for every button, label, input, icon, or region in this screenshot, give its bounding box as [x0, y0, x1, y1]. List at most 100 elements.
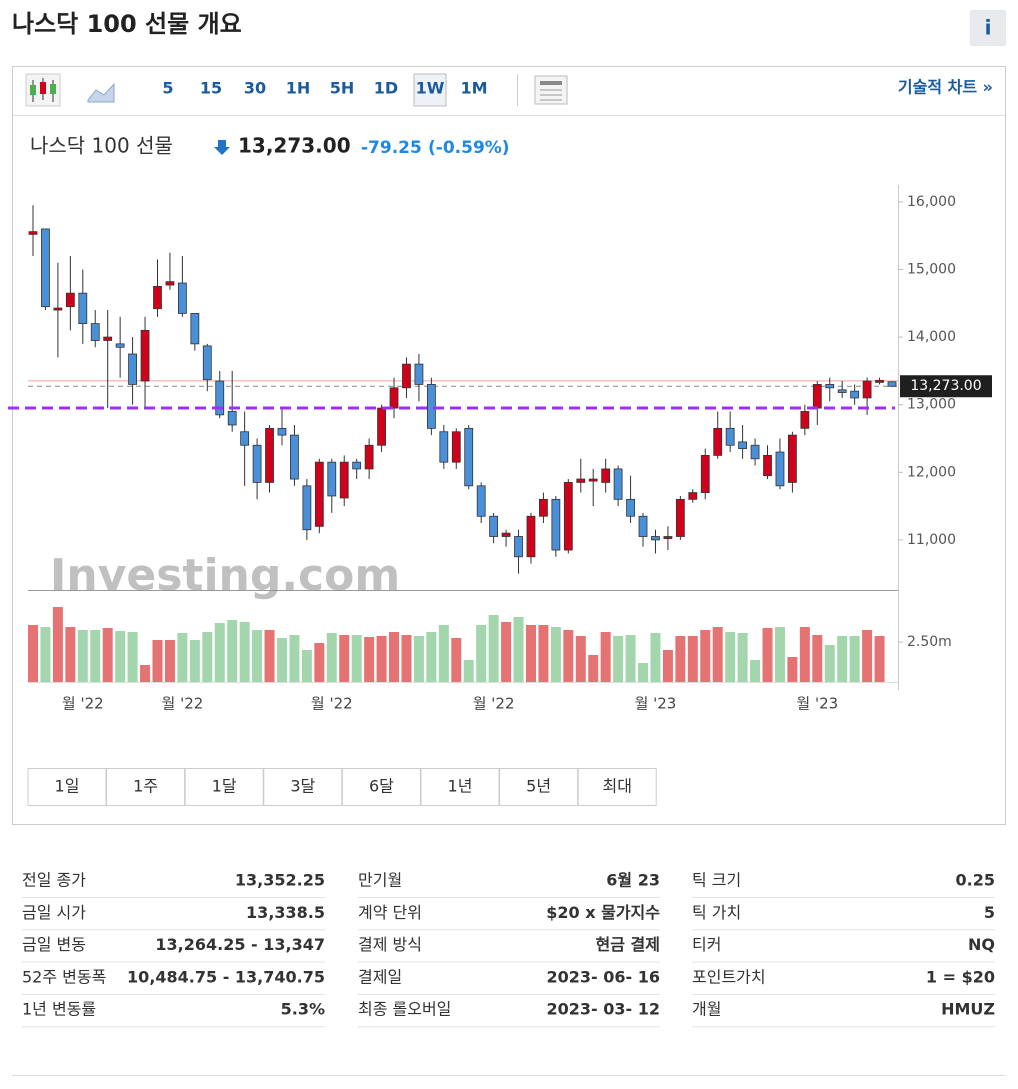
candle-body [389, 387, 399, 409]
volume-bar [588, 655, 599, 682]
volume-bar [314, 643, 325, 682]
range-label[interactable]: 1달 [212, 777, 237, 796]
plot-area: 11,000 12,000 13,000 14,000 15,000 16,000 2.50… [28, 194, 992, 713]
range-button[interactable] [577, 768, 657, 806]
candle-body [489, 515, 499, 537]
candle-body [613, 468, 623, 500]
y-tick-label: 15,000 [907, 262, 956, 278]
candle-body [53, 307, 63, 311]
interval-button[interactable]: 30 [244, 79, 266, 98]
candle-body [713, 427, 723, 456]
range-button[interactable] [499, 768, 579, 806]
volume-bar [750, 660, 761, 682]
range-label[interactable]: 3달 [290, 777, 315, 796]
candle-body [775, 451, 785, 487]
candle-body [514, 536, 523, 558]
candle-body [862, 380, 872, 399]
instrument-name: 나스닥 100 선물 [30, 134, 173, 158]
area-icon[interactable] [87, 82, 115, 103]
volume-bar [40, 627, 51, 682]
candle-body [177, 282, 187, 314]
field-label: 결제 방식 [358, 935, 422, 954]
x-tick-label: 월 '22 [162, 695, 204, 713]
candle-body [663, 536, 673, 539]
last-price: 13,273.00 [238, 134, 351, 158]
volume-bar [550, 627, 561, 682]
volume-bar [513, 617, 524, 682]
volume-bar [115, 631, 126, 682]
volume-bar [662, 650, 673, 682]
candle-body [352, 461, 362, 470]
candle-body [651, 536, 660, 541]
interval-button[interactable]: 1D [374, 79, 398, 98]
interval-button[interactable]: 1W [416, 79, 445, 98]
interval-button[interactable]: 1M [460, 79, 487, 98]
last-price-badge-label: 13,273.00 [910, 378, 981, 394]
candle-body [626, 498, 635, 517]
volume-bar [127, 632, 138, 682]
volume-bar [538, 625, 549, 682]
volume-bar [762, 628, 773, 682]
interval-button[interactable]: 15 [200, 79, 222, 98]
candle-body [78, 292, 88, 324]
candle-icon[interactable] [25, 73, 61, 107]
candle-body [140, 329, 150, 382]
range-button[interactable] [420, 768, 500, 806]
range-button[interactable] [263, 768, 343, 806]
active-interval[interactable] [413, 73, 447, 107]
candle-body [90, 323, 100, 341]
interval-button[interactable]: 5 [162, 79, 173, 98]
range-button[interactable] [184, 768, 264, 806]
candle-body [576, 478, 586, 483]
candle-body [750, 444, 760, 460]
volume-bar [488, 615, 499, 682]
candle-body [539, 498, 548, 517]
range-label[interactable]: 6달 [369, 777, 394, 796]
volume-bar [638, 663, 649, 682]
volume-bar [463, 660, 474, 682]
x-tick-label: 월 '23 [796, 695, 838, 713]
candle-body [128, 353, 137, 385]
volume-bar [264, 630, 275, 682]
volume-bar [77, 630, 88, 682]
volume-bar [364, 637, 375, 682]
field-value: 1 = $20 [926, 967, 995, 986]
volume-bar [189, 640, 200, 682]
interval-button[interactable]: 5H [330, 79, 355, 98]
volume-bar [214, 623, 225, 682]
volume-bar [140, 665, 151, 682]
table-icon[interactable] [534, 75, 568, 105]
candle-body [588, 478, 598, 482]
range-label[interactable]: 1일 [55, 777, 80, 796]
range-button[interactable] [27, 768, 107, 806]
interval-button[interactable]: 1H [286, 79, 311, 98]
field-label: 계약 단위 [358, 903, 422, 922]
x-tick-label: 월 '22 [311, 695, 353, 713]
volume-bar [301, 650, 312, 682]
range-button[interactable] [106, 768, 186, 806]
candle-body [763, 454, 772, 477]
volume-bar [102, 628, 113, 682]
info-icon[interactable]: i [985, 16, 992, 40]
volume-bar [700, 630, 711, 682]
candle-body [501, 532, 511, 537]
range-label[interactable]: 5년 [526, 777, 551, 796]
range-label[interactable]: 1년 [448, 777, 473, 796]
range-button[interactable] [341, 768, 421, 806]
field-label: 개월 [692, 1000, 721, 1019]
volume-bar [725, 632, 736, 682]
y-tick-label: 14,000 [907, 329, 956, 345]
field-value: 13,352.25 [235, 871, 325, 890]
technical-chart-link[interactable]: 기술적 차트 » [898, 78, 993, 97]
field-label: 최종 롤오버일 [358, 1000, 451, 1019]
info-table: 전일 종가 13,352.25 만기월 6월 23 틱 크기 0.25 금일 시가 13,33… [22, 871, 995, 1028]
candle-body [451, 431, 461, 463]
field-value: $20 x 물가지수 [546, 903, 660, 922]
info-button[interactable] [970, 10, 1006, 46]
volume-bar [276, 638, 287, 682]
range-label[interactable]: 최대 [602, 777, 631, 796]
candle-body [290, 434, 299, 480]
candle-body [812, 384, 822, 409]
field-label: 포인트가치 [692, 967, 766, 986]
range-label[interactable]: 1주 [133, 777, 158, 796]
